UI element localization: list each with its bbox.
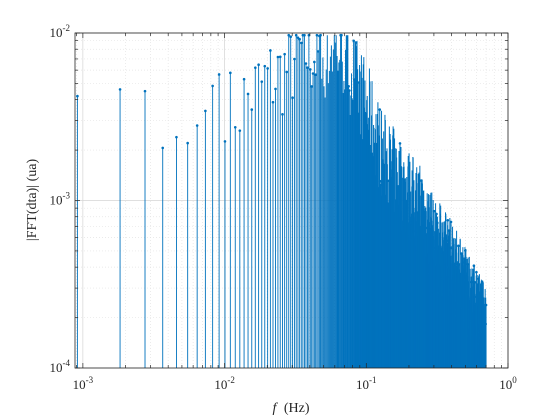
stem-marker: [287, 33, 291, 37]
stem-marker: [281, 113, 284, 116]
stem-marker: [211, 84, 214, 88]
y-axis-label: |FFT(dta)| (ua): [25, 159, 40, 242]
stem-marker: [314, 73, 317, 76]
stem-marker: [484, 303, 488, 307]
stem-marker: [195, 124, 199, 127]
stem-marker: [161, 146, 165, 150]
stem-marker: [475, 270, 478, 274]
stem-marker: [266, 67, 269, 70]
stem-marker: [294, 33, 298, 37]
stem-marker: [269, 49, 272, 52]
stem-marker: [378, 108, 382, 111]
stem-marker: [278, 55, 282, 59]
stem-marker: [285, 70, 289, 74]
stem-marker: [293, 57, 296, 61]
stem-marker: [304, 62, 308, 65]
stem-marker: [446, 218, 450, 222]
stem-marker: [313, 60, 316, 64]
y-tick-label: 10-3: [50, 191, 71, 208]
stem-marker: [378, 179, 382, 183]
stem-marker: [457, 244, 460, 248]
stem-marker: [311, 72, 315, 75]
x-tick-label: 100: [499, 375, 517, 392]
stem-marker: [449, 220, 453, 224]
stem-marker: [307, 33, 311, 37]
x-axis-label-unit: (Hz): [284, 401, 310, 416]
stem-marker: [186, 141, 189, 145]
stem-marker: [309, 68, 312, 71]
stem-marker: [143, 89, 147, 93]
x-axis-label: f (Hz): [272, 401, 309, 416]
stem-marker: [233, 125, 237, 129]
stem-marker: [175, 135, 178, 139]
stem-marker: [217, 73, 221, 76]
stem-marker: [283, 52, 286, 56]
stem-marker: [347, 84, 350, 88]
x-tick-label: 10-1: [356, 375, 377, 392]
y-tick-label: 10-4: [50, 358, 71, 375]
stem-marker: [303, 33, 306, 37]
stem-marker: [118, 88, 122, 91]
stem-marker: [260, 80, 264, 83]
stem-marker: [435, 212, 438, 216]
stem-marker: [242, 77, 246, 81]
stem-marker: [291, 96, 294, 99]
stem-marker: [250, 108, 254, 111]
stem-marker: [296, 36, 300, 39]
stem-marker: [319, 33, 322, 37]
x-tick-labels: 10-3 10-2 10-1 100: [73, 375, 518, 392]
stem-marker: [315, 33, 319, 37]
stem-marker: [348, 89, 351, 92]
stem-marker: [310, 85, 313, 88]
x-axis-label-variable: f: [272, 401, 278, 416]
stem-marker: [306, 66, 309, 69]
stem-marker: [340, 33, 343, 37]
stem-marker: [246, 92, 250, 96]
stem-marker: [263, 64, 267, 68]
stem-series: [76, 33, 488, 368]
x-tick-label: 10-2: [214, 375, 235, 392]
stem-marker: [473, 280, 477, 284]
stem-marker: [204, 109, 207, 113]
stem-marker: [299, 41, 303, 45]
stem-marker: [223, 140, 227, 143]
axis-ticks: [75, 32, 509, 369]
stem-marker: [257, 63, 260, 67]
stem-marker: [271, 100, 275, 104]
y-tick-label: 10-2: [50, 23, 71, 40]
stem-marker: [274, 87, 277, 91]
stem-marker: [76, 94, 79, 98]
stem-marker: [316, 50, 320, 53]
x-tick-label: 10-3: [73, 375, 94, 392]
stem-marker: [238, 129, 242, 132]
stem-marker: [276, 55, 280, 59]
y-tick-labels: 10-4 10-3 10-2: [50, 23, 71, 375]
stem-marker: [352, 39, 355, 43]
stem-marker: [398, 142, 402, 145]
stem-marker: [386, 179, 390, 183]
stem-marker: [229, 71, 232, 75]
stem-marker: [298, 37, 301, 41]
stem-marker: [289, 35, 293, 39]
stem-marker: [432, 209, 436, 213]
stem-marker: [354, 41, 357, 44]
stem-marker: [253, 66, 257, 70]
